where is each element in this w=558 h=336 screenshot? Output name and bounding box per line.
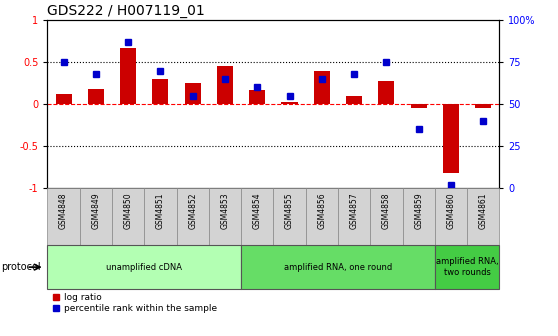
Bar xyxy=(112,188,145,245)
Bar xyxy=(411,104,427,109)
Bar xyxy=(443,104,459,173)
Text: GSM4853: GSM4853 xyxy=(220,193,229,229)
Bar xyxy=(467,188,499,245)
Bar xyxy=(145,188,176,245)
Text: GSM4848: GSM4848 xyxy=(59,193,68,229)
Bar xyxy=(281,102,297,104)
Bar xyxy=(47,188,80,245)
Bar xyxy=(338,188,371,245)
Bar xyxy=(55,94,71,104)
Bar xyxy=(402,188,435,245)
Text: protocol: protocol xyxy=(1,262,41,272)
Bar xyxy=(241,245,435,289)
Bar xyxy=(378,82,395,104)
Bar xyxy=(152,79,169,104)
Text: GSM4856: GSM4856 xyxy=(318,193,326,229)
Bar xyxy=(80,188,112,245)
Text: amplified RNA, one round: amplified RNA, one round xyxy=(284,263,392,271)
Bar xyxy=(435,188,467,245)
Bar xyxy=(371,188,402,245)
Text: GSM4855: GSM4855 xyxy=(285,193,294,229)
Bar xyxy=(314,71,330,104)
Bar xyxy=(47,245,241,289)
Legend: log ratio, percentile rank within the sample: log ratio, percentile rank within the sa… xyxy=(52,293,217,313)
Text: GSM4849: GSM4849 xyxy=(92,193,100,229)
Bar xyxy=(306,188,338,245)
Text: GSM4858: GSM4858 xyxy=(382,193,391,229)
Bar xyxy=(346,96,362,104)
Text: GDS222 / H007119_01: GDS222 / H007119_01 xyxy=(47,4,205,18)
Text: GSM4854: GSM4854 xyxy=(253,193,262,229)
Bar xyxy=(185,83,201,104)
Bar xyxy=(249,90,266,104)
Text: GSM4861: GSM4861 xyxy=(479,193,488,229)
Text: amplified RNA,
two rounds: amplified RNA, two rounds xyxy=(436,257,498,277)
Bar xyxy=(120,48,136,104)
Bar xyxy=(217,67,233,104)
Text: unamplified cDNA: unamplified cDNA xyxy=(106,263,182,271)
Text: GSM4857: GSM4857 xyxy=(350,193,359,229)
Bar xyxy=(435,245,499,289)
Text: GSM4859: GSM4859 xyxy=(414,193,423,229)
Text: GSM4860: GSM4860 xyxy=(446,193,455,229)
Bar xyxy=(241,188,273,245)
Bar xyxy=(209,188,241,245)
Bar xyxy=(176,188,209,245)
Text: GSM4852: GSM4852 xyxy=(188,193,197,229)
Bar xyxy=(475,104,492,109)
Text: GSM4851: GSM4851 xyxy=(156,193,165,229)
Text: GSM4850: GSM4850 xyxy=(124,193,133,229)
Bar xyxy=(88,89,104,104)
Bar xyxy=(273,188,306,245)
